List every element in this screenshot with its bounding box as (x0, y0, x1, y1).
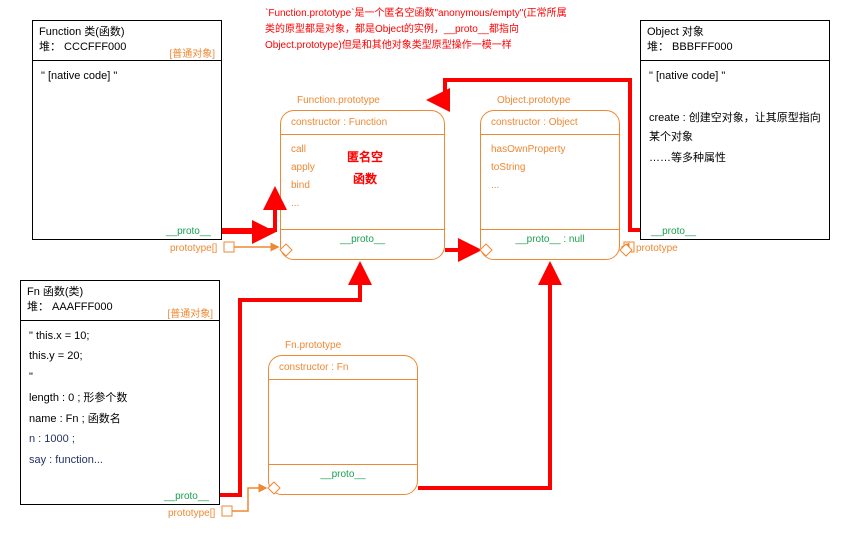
body-line: this.y = 20; (29, 347, 211, 366)
roundbox-title: Fn.prototype (283, 340, 343, 351)
roundbox-body: call apply bind ... 匿名空 函数 (281, 135, 444, 229)
note-line: `Function.prototype`是一个匿名空函数"anonymous/e… (265, 6, 625, 22)
roundbox-bottom: __proto__ : null (481, 229, 619, 249)
body-line: ……等多种属性 (649, 149, 821, 168)
proto-item: ... (291, 195, 434, 213)
anon-label: 匿名空 函数 (347, 147, 383, 190)
proto-slot: __proto__ (166, 226, 211, 237)
body-line: length : 0 ; 形参个数 (29, 389, 211, 408)
prototype-slot: prototype (636, 243, 678, 254)
body-line: " [native code] " (649, 67, 821, 86)
proto-slot: __proto__ (164, 491, 209, 502)
body-line: say : function... (29, 451, 211, 470)
box-tag: [普通对象] (167, 305, 213, 320)
body-line: " (29, 368, 211, 387)
note-line: Object.prototype)但是和其他对象类型原型操作一模一样 (265, 38, 625, 54)
body-line: " this.x = 10; (29, 327, 211, 346)
function-prototype-box: Function.prototype constructor : Functio… (280, 110, 445, 260)
box-body: " [native code] " (33, 61, 221, 94)
roundbox-constructor: constructor : Object (481, 111, 619, 135)
roundbox-constructor: constructor : Function (281, 111, 444, 135)
roundbox-body: hasOwnProperty toString ... (481, 135, 619, 229)
function-box: Function 类(函数) 堆： CCCFFF000 [普通对象] " [na… (32, 20, 222, 240)
roundbox-bottom: __proto__ (281, 229, 444, 249)
proto-item: toString (491, 159, 609, 177)
object-box: Object 对象 堆： BBBFFF000 " [native code] "… (640, 20, 830, 240)
box-header: Object 对象 堆： BBBFFF000 (641, 21, 829, 58)
fn-prototype-box: Fn.prototype constructor : Fn __proto__ (268, 355, 418, 495)
anon-line: 匿名空 (347, 147, 383, 169)
prototype-slot: prototype[] (168, 508, 215, 519)
object-prototype-box: Object.prototype constructor : Object ha… (480, 110, 620, 260)
box-title: Fn 函数(类) (27, 285, 213, 300)
roundbox-body (269, 380, 417, 464)
proto-slot: __proto__ (651, 226, 696, 237)
box-tag: [普通对象] (169, 45, 215, 60)
body-line: " [native code] " (41, 67, 213, 86)
fn-box: Fn 函数(类) 堆： AAAFFF000 [普通对象] " this.x = … (20, 280, 220, 505)
box-body: " [native code] " create : 创建空对象，让其原型指向某… (641, 61, 829, 176)
proto-item: hasOwnProperty (491, 141, 609, 159)
box-heap: 堆： BBBFFF000 (647, 40, 823, 55)
box-body: " this.x = 10; this.y = 20; " length : 0… (21, 321, 219, 478)
roundbox-title: Function.prototype (295, 95, 382, 106)
roundbox-constructor: constructor : Fn (269, 356, 417, 380)
proto-item: ... (491, 177, 609, 195)
box-title: Object 对象 (647, 25, 823, 40)
anon-line: 函数 (347, 169, 383, 191)
top-note: `Function.prototype`是一个匿名空函数"anonymous/e… (265, 6, 625, 54)
note-line: 类的原型都是对象，都是Object的实例，__proto__都指向 (265, 22, 625, 38)
roundbox-title: Object.prototype (495, 95, 572, 106)
body-line: name : Fn ; 函数名 (29, 410, 211, 429)
box-title: Function 类(函数) (39, 25, 215, 40)
body-line: create : 创建空对象，让其原型指向某个对象 (649, 109, 821, 146)
roundbox-bottom: __proto__ (269, 464, 417, 484)
body-line: n : 1000 ; (29, 430, 211, 449)
